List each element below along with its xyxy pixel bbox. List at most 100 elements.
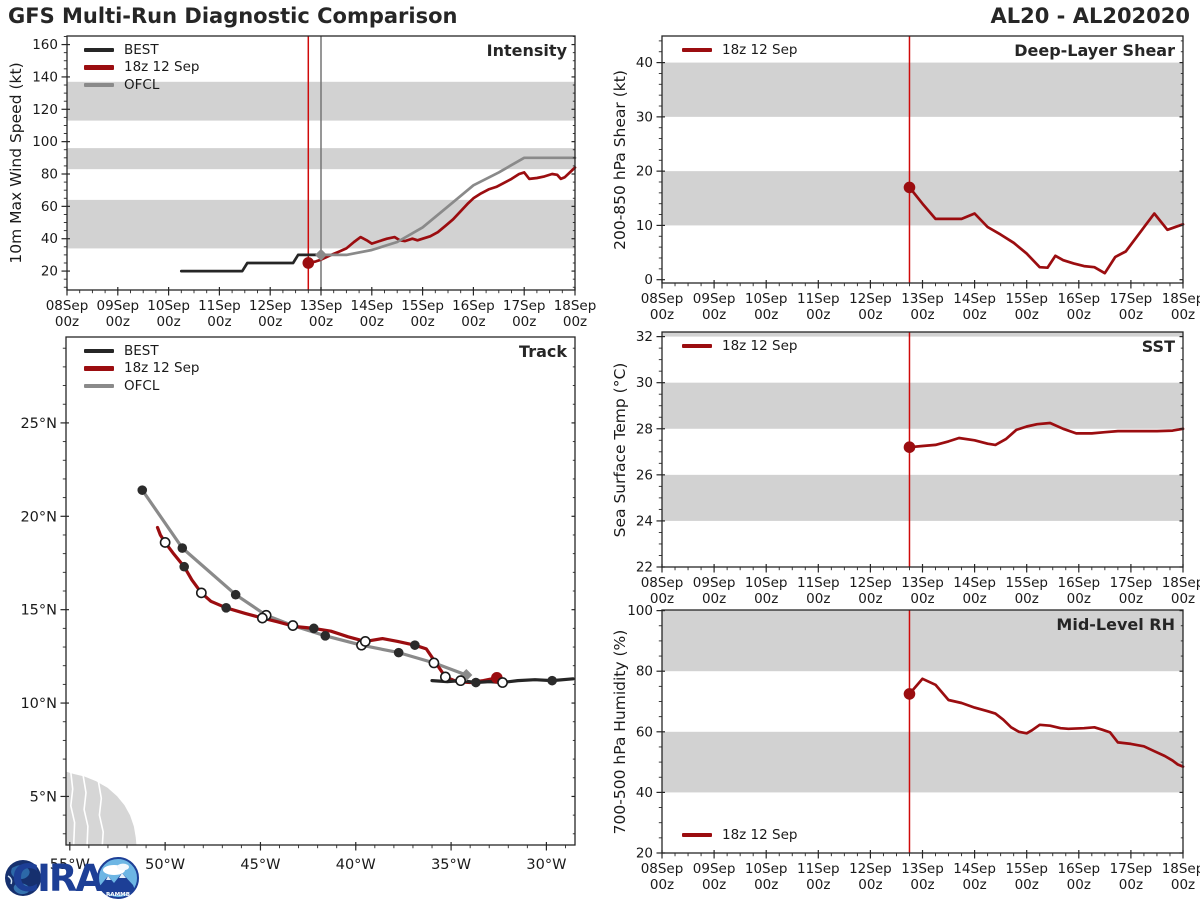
svg-text:00z: 00z [858, 877, 882, 893]
svg-text:22: 22 [636, 560, 653, 576]
svg-text:00z: 00z [806, 877, 830, 893]
svg-text:24: 24 [636, 513, 653, 529]
svg-text:60: 60 [636, 724, 653, 740]
svg-text:10: 10 [636, 218, 653, 234]
svg-text:00z: 00z [702, 591, 726, 607]
legend-label-best: BEST [124, 41, 159, 58]
legend-swatch-model [84, 366, 114, 371]
yaxis-label-sst: Sea Surface Temp (°C) [611, 362, 629, 538]
legend-track: BEST 18z 12 Sep OFCL [84, 342, 199, 395]
svg-text:28: 28 [636, 421, 653, 437]
svg-text:20°N: 20°N [20, 509, 57, 525]
svg-text:17Sep: 17Sep [1110, 575, 1153, 591]
svg-text:00z: 00z [650, 591, 674, 607]
svg-text:00z: 00z [512, 314, 536, 330]
svg-text:40°W: 40°W [336, 857, 376, 873]
svg-text:00z: 00z [962, 307, 986, 323]
svg-text:100: 100 [627, 603, 653, 619]
svg-text:80: 80 [41, 167, 58, 183]
legend-label-ofcl: OFCL [124, 377, 160, 394]
legend-shear: 18z 12 Sep [682, 41, 797, 59]
cira-rammb-logo: CIRA RAMMB [5, 857, 139, 900]
svg-text:15Sep: 15Sep [1005, 575, 1048, 591]
svg-text:00z: 00z [650, 307, 674, 323]
panel-title-track: Track [519, 342, 567, 361]
svg-text:15Sep: 15Sep [401, 298, 444, 314]
svg-text:13Sep: 13Sep [300, 298, 343, 314]
legend-swatch-best [84, 47, 114, 52]
svg-text:18Sep: 18Sep [1162, 575, 1200, 591]
svg-text:40: 40 [636, 785, 653, 801]
svg-text:11Sep: 11Sep [797, 291, 840, 307]
legend-swatch-model [682, 832, 712, 837]
svg-text:45°W: 45°W [240, 857, 280, 873]
legend-swatch-model [682, 47, 712, 52]
svg-text:15Sep: 15Sep [1005, 291, 1048, 307]
svg-text:60: 60 [41, 199, 58, 215]
svg-text:17Sep: 17Sep [1110, 861, 1153, 877]
svg-text:00z: 00z [258, 314, 282, 330]
svg-text:13Sep: 13Sep [901, 575, 944, 591]
svg-text:18Sep: 18Sep [1162, 861, 1200, 877]
svg-text:17Sep: 17Sep [503, 298, 546, 314]
svg-text:09Sep: 09Sep [693, 291, 736, 307]
legend-label-model: 18z 12 Sep [722, 41, 798, 58]
svg-text:00z: 00z [858, 307, 882, 323]
svg-text:00z: 00z [858, 591, 882, 607]
svg-text:00z: 00z [702, 307, 726, 323]
svg-text:08Sep: 08Sep [641, 291, 684, 307]
svg-text:32: 32 [636, 329, 653, 345]
svg-text:00z: 00z [910, 877, 934, 893]
svg-text:00z: 00z [1119, 877, 1143, 893]
svg-text:14Sep: 14Sep [350, 298, 393, 314]
svg-text:00z: 00z [806, 307, 830, 323]
svg-text:00z: 00z [1171, 307, 1195, 323]
legend-rh: 18z 12 Sep [682, 826, 797, 844]
svg-text:00z: 00z [1119, 307, 1143, 323]
yaxis-label-rh: 700-500 hPa Humidity (%) [611, 629, 629, 835]
cira-wordmark: CIRA [12, 857, 104, 900]
legend-label-model: 18z 12 Sep [124, 360, 200, 377]
svg-text:14Sep: 14Sep [953, 291, 996, 307]
legend-label-model: 18z 12 Sep [722, 337, 798, 354]
svg-text:00z: 00z [461, 314, 485, 330]
svg-text:00z: 00z [156, 314, 180, 330]
svg-text:00z: 00z [207, 314, 231, 330]
legend-swatch-ofcl [84, 82, 114, 87]
svg-text:00z: 00z [1067, 307, 1091, 323]
storm-id-title: AL20 - AL202020 [990, 4, 1191, 28]
svg-text:11Sep: 11Sep [198, 298, 241, 314]
svg-text:20: 20 [636, 846, 653, 862]
svg-text:26: 26 [636, 467, 653, 483]
figure-title: GFS Multi-Run Diagnostic Comparison [8, 4, 458, 28]
svg-text:00z: 00z [754, 877, 778, 893]
svg-text:00z: 00z [650, 877, 674, 893]
panel-title-rh: Mid-Level RH [1056, 615, 1175, 634]
legend-label-model: 18z 12 Sep [124, 59, 200, 76]
svg-text:12Sep: 12Sep [849, 861, 892, 877]
svg-text:15Sep: 15Sep [1005, 861, 1048, 877]
panel-title-intensity: Intensity [486, 41, 567, 60]
legend-intensity: BEST 18z 12 Sep OFCL [84, 41, 199, 94]
rammb-wordmark: RAMMB [106, 892, 130, 898]
yaxis-label-intensity: 10m Max Wind Speed (kt) [7, 62, 25, 264]
svg-text:00z: 00z [1119, 591, 1143, 607]
svg-text:08Sep: 08Sep [46, 298, 89, 314]
svg-text:5°N: 5°N [30, 789, 57, 805]
svg-text:00z: 00z [962, 877, 986, 893]
svg-text:11Sep: 11Sep [797, 861, 840, 877]
svg-text:18Sep: 18Sep [1162, 291, 1200, 307]
svg-text:00z: 00z [1015, 591, 1039, 607]
svg-text:120: 120 [32, 102, 58, 118]
svg-text:00z: 00z [1015, 307, 1039, 323]
svg-text:10Sep: 10Sep [147, 298, 190, 314]
svg-text:16Sep: 16Sep [452, 298, 495, 314]
svg-text:00z: 00z [962, 591, 986, 607]
svg-text:00z: 00z [1015, 877, 1039, 893]
yaxis-label-shear: 200-850 hPa Shear (kt) [611, 70, 629, 250]
svg-text:00z: 00z [1067, 591, 1091, 607]
svg-text:14Sep: 14Sep [953, 575, 996, 591]
legend-label-ofcl: OFCL [124, 76, 160, 93]
